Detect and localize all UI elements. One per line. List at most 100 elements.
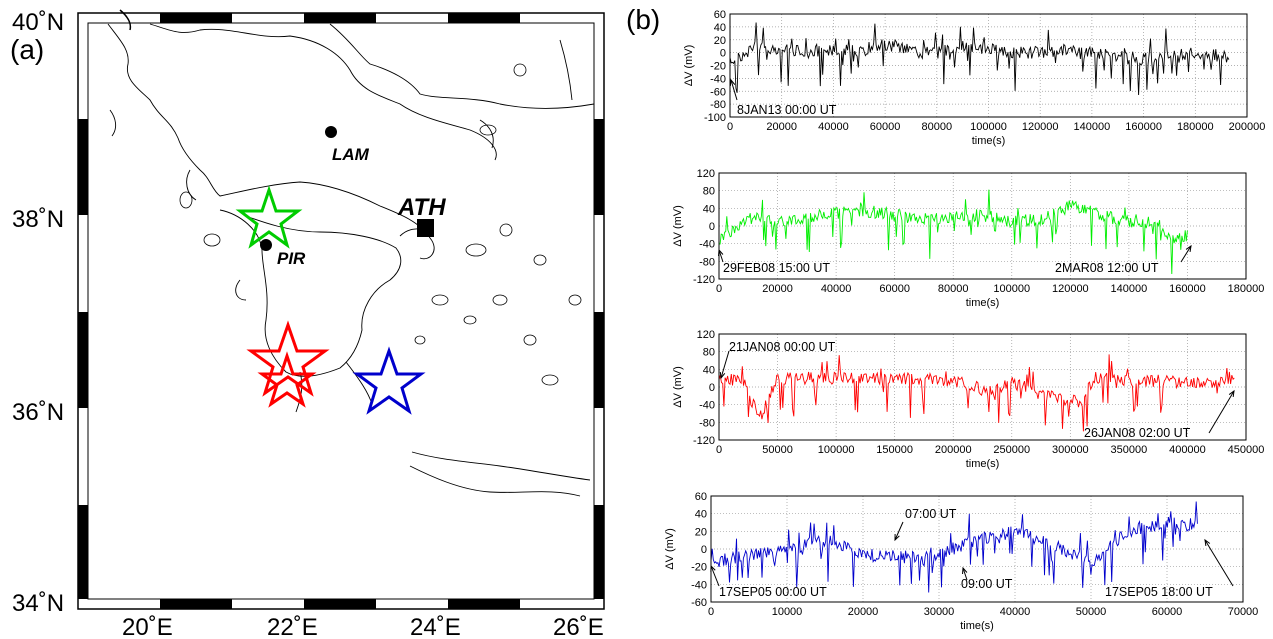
x-tick-label: 20000 — [762, 283, 793, 295]
annotation-label: 07:00 UT — [905, 507, 957, 521]
arrow-head-icon — [718, 248, 724, 257]
x-tick-label: 60000 — [879, 283, 910, 295]
plot-frame — [718, 333, 1247, 441]
y-tick-label: -120 — [693, 435, 715, 447]
y-tick-label: -40 — [699, 400, 715, 412]
x-tick-label: 70000 — [1228, 606, 1259, 618]
annotation-arrow — [894, 521, 904, 541]
map-frame — [77, 12, 605, 610]
lon-label: 26˚E — [553, 614, 604, 639]
y-tick-label: -40 — [710, 73, 726, 85]
annotation-label: 8JAN13 00:00 UT — [737, 103, 837, 117]
x-tick-label: 30000 — [924, 606, 955, 618]
y-axis-label: ΔV (mV) — [664, 528, 676, 570]
y-tick-label: -60 — [710, 86, 726, 98]
islands — [179, 63, 582, 386]
y-tick-label: -80 — [699, 417, 715, 429]
lat-label: 34˚N — [12, 590, 64, 617]
x-tick-label: 140000 — [1074, 121, 1111, 133]
x-tick-label: 160000 — [1125, 121, 1162, 133]
annotation-label: 26JAN08 02:00 UT — [1084, 426, 1191, 440]
plot-frame — [710, 495, 1244, 603]
y-tick-label: -120 — [693, 274, 715, 286]
city-marker-pir — [260, 239, 272, 251]
y-tick-label: -20 — [710, 61, 726, 73]
red-star-small-icon — [257, 351, 317, 408]
plot-frame — [729, 13, 1248, 118]
x-tick-label: 450000 — [1228, 444, 1265, 456]
x-tick-label: 140000 — [1111, 283, 1148, 295]
y-tick-label: -40 — [691, 579, 707, 591]
x-tick-label: 50000 — [762, 444, 793, 456]
x-tick-label: 60000 — [1152, 606, 1183, 618]
x-tick-label: 80000 — [922, 121, 953, 133]
x-tick-label: 40000 — [818, 121, 849, 133]
city-marker-lam — [325, 126, 337, 138]
y-tick-label: 60 — [695, 491, 707, 503]
y-tick-label: 0 — [709, 221, 715, 233]
series-line — [718, 354, 1235, 432]
y-tick-label: 40 — [703, 203, 715, 215]
x-tick-label: 180000 — [1228, 283, 1265, 295]
x-tick-label: 200000 — [1229, 121, 1266, 133]
y-tick-label: 40 — [695, 509, 707, 521]
x-tick-label: 20000 — [766, 121, 797, 133]
plot-frame — [718, 172, 1247, 280]
arrow-head-icon — [1204, 538, 1211, 547]
arrow-head-icon — [719, 371, 726, 380]
arrow-head-icon — [729, 78, 736, 87]
annotation-arrow — [720, 350, 730, 379]
annotation-arrow — [710, 565, 720, 587]
y-tick-label: 80 — [703, 186, 715, 198]
panel-label-b: (b) — [626, 4, 661, 35]
x-tick-label: 250000 — [993, 444, 1030, 456]
y-tick-label: 40 — [703, 364, 715, 376]
x-tick-label: 10000 — [772, 606, 803, 618]
x-tick-label: 0 — [716, 444, 722, 456]
x-tick-label: 300000 — [1052, 444, 1089, 456]
x-tick-label: 160000 — [1169, 283, 1206, 295]
annotation-arrow — [1208, 390, 1235, 434]
y-tick-label: 40 — [714, 22, 726, 34]
x-axis-label: time(s) — [960, 620, 994, 632]
annotation-arrow — [730, 79, 738, 101]
y-tick-label: -60 — [691, 597, 707, 609]
x-tick-label: 100000 — [818, 444, 855, 456]
city-label-ath: ATH — [397, 194, 446, 221]
panel-label-a: (a) — [10, 34, 45, 65]
y-tick-label: 120 — [697, 329, 715, 341]
annotation-label: 17SEP05 00:00 UT — [719, 585, 827, 599]
annotation-label: 17SEP05 18:00 UT — [1105, 585, 1213, 599]
series-line — [719, 189, 1188, 275]
city-marker-ath — [417, 219, 434, 237]
timeseries-figure: 0 20000 40000 60000 80000 100000 120000 140000 1… — [664, 9, 1266, 632]
arrow-head-icon — [962, 566, 968, 575]
annotation-arrow — [1180, 245, 1192, 263]
x-tick-label: 50000 — [1076, 606, 1107, 618]
arrow-head-icon — [894, 533, 900, 542]
annotation-label: 2MAR08 12:00 UT — [1055, 261, 1159, 275]
x-tick-label: 100000 — [970, 121, 1007, 133]
y-tick-label: -20 — [691, 562, 707, 574]
y-axis-label: ΔV (mV) — [672, 366, 684, 408]
y-tick-label: 20 — [714, 35, 726, 47]
blue-star-icon — [352, 346, 426, 415]
x-tick-label: 150000 — [876, 444, 913, 456]
annotation-label: 21JAN08 00:00 UT — [729, 340, 836, 354]
green-star-icon — [235, 185, 303, 249]
red-star-icon — [246, 320, 330, 397]
y-axis-label: ΔV (mV) — [683, 45, 695, 87]
lat-label: 36˚N — [12, 399, 64, 426]
x-tick-label: 350000 — [1111, 444, 1148, 456]
map-figure: LAM PIR ATH 40˚N 38˚N 36˚N 34˚N 20˚E 22˚… — [12, 9, 605, 639]
y-tick-label: -40 — [699, 239, 715, 251]
x-tick-label: 0 — [727, 121, 733, 133]
lon-label: 24˚E — [410, 614, 461, 639]
y-tick-label: -100 — [704, 112, 726, 124]
annotation-label: 29FEB08 15:00 UT — [723, 261, 830, 275]
city-label-pir: PIR — [277, 249, 306, 268]
arrow-head-icon — [1228, 389, 1235, 398]
x-tick-label: 20000 — [848, 606, 879, 618]
arrow-head-icon — [710, 564, 716, 573]
lon-label: 20˚E — [122, 614, 173, 639]
